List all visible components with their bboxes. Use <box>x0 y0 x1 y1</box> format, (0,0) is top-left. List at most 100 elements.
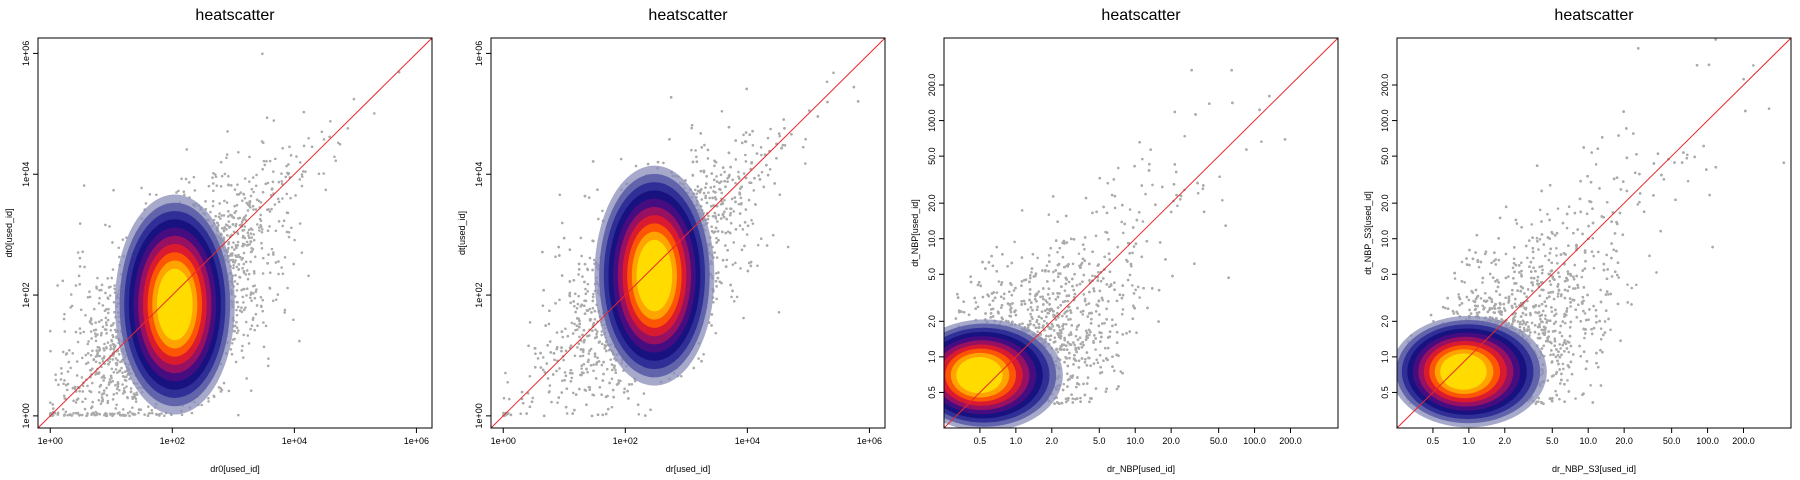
data-point <box>234 222 238 226</box>
data-point <box>212 171 215 175</box>
data-point <box>268 159 272 163</box>
data-point <box>742 316 745 320</box>
data-point <box>81 250 84 254</box>
data-point <box>94 321 97 324</box>
data-point <box>230 254 234 257</box>
data-point <box>200 403 203 407</box>
data-point <box>253 296 257 300</box>
data-point <box>856 100 860 103</box>
data-point <box>738 224 742 227</box>
data-point <box>63 379 66 382</box>
data-point <box>592 258 596 262</box>
data-point <box>715 180 719 183</box>
data-point <box>558 193 562 197</box>
data-point <box>225 228 228 231</box>
data-point <box>86 384 89 388</box>
data-point <box>274 157 277 161</box>
data-point <box>240 349 244 352</box>
data-point <box>584 299 588 303</box>
data-point <box>255 304 259 307</box>
data-point <box>700 359 703 363</box>
data-point <box>262 345 266 349</box>
data-point <box>180 413 184 417</box>
data-point <box>81 390 85 393</box>
data-point <box>594 377 598 380</box>
data-point <box>713 251 716 254</box>
data-point <box>241 266 244 270</box>
data-point <box>852 85 856 89</box>
data-point <box>137 411 140 415</box>
data-point <box>277 200 281 204</box>
data-point <box>248 296 252 300</box>
data-point <box>581 348 585 351</box>
data-point <box>131 395 134 399</box>
data-point <box>250 236 254 239</box>
data-point <box>589 318 593 321</box>
data-point <box>62 394 66 398</box>
data-point <box>207 184 211 188</box>
data-point <box>115 403 118 407</box>
data-point <box>253 255 257 259</box>
data-point <box>219 160 223 164</box>
data-point <box>98 412 102 416</box>
data-point <box>217 224 220 227</box>
data-point <box>262 321 265 324</box>
data-point <box>712 185 716 188</box>
data-point <box>573 354 577 358</box>
data-point <box>118 411 121 414</box>
data-point <box>116 359 119 362</box>
data-point <box>102 379 105 382</box>
data-point <box>729 221 733 225</box>
data-point <box>215 184 219 187</box>
data-point <box>283 311 287 314</box>
data-point <box>724 185 727 188</box>
data-point <box>732 210 736 213</box>
data-point <box>222 214 226 217</box>
data-point <box>240 310 244 314</box>
data-point <box>832 71 835 75</box>
data-point <box>100 283 104 287</box>
data-point <box>715 175 718 178</box>
data-point <box>237 193 241 196</box>
data-point <box>105 393 109 397</box>
data-point <box>49 349 52 353</box>
data-point <box>110 339 114 343</box>
data-point <box>304 170 307 173</box>
data-point <box>704 186 707 189</box>
data-point <box>102 374 105 378</box>
data-point <box>554 255 557 259</box>
data-point <box>558 298 561 302</box>
data-point <box>118 388 121 392</box>
data-point <box>545 362 549 365</box>
data-point <box>543 371 547 374</box>
data-point <box>227 220 231 223</box>
data-point <box>229 348 233 351</box>
data-point <box>580 367 583 370</box>
data-point <box>768 168 772 171</box>
data-point <box>783 127 786 130</box>
data-point <box>114 407 118 410</box>
data-point <box>712 178 716 182</box>
data-point <box>236 282 239 286</box>
data-point <box>133 395 136 398</box>
data-point <box>89 317 93 320</box>
data-point <box>745 87 748 91</box>
data-point <box>237 150 240 154</box>
data-point <box>211 176 214 179</box>
data-point <box>78 222 82 225</box>
data-point <box>217 386 221 389</box>
data-point <box>182 190 186 194</box>
data-point <box>245 287 249 291</box>
data-point <box>249 327 252 331</box>
data-point <box>578 335 581 339</box>
data-point <box>241 199 244 202</box>
data-point <box>302 144 306 148</box>
data-point <box>249 291 253 294</box>
data-point <box>286 171 289 175</box>
data-point <box>276 293 280 296</box>
data-point <box>89 330 93 333</box>
data-point <box>790 133 793 136</box>
data-point <box>587 352 591 355</box>
data-point <box>528 321 532 324</box>
data-point <box>225 233 229 237</box>
